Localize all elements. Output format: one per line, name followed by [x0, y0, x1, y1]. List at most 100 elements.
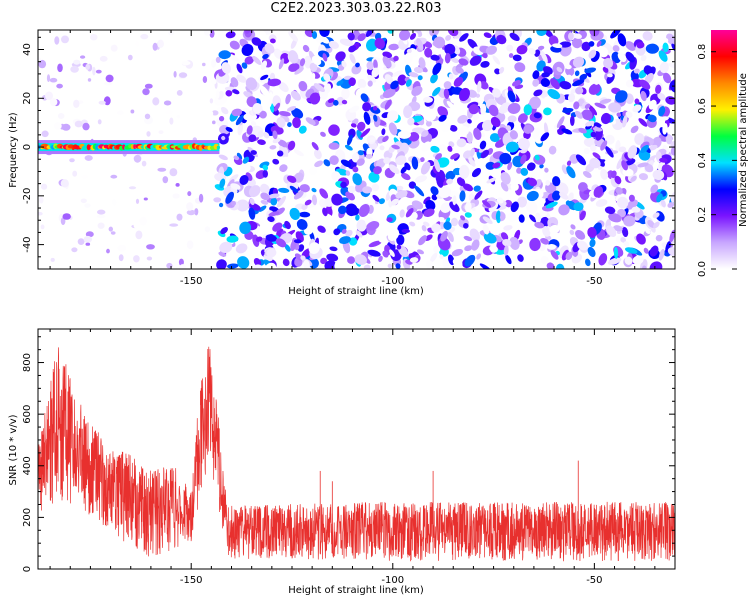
heatmap-blob [110, 44, 118, 52]
heatmap-blob [632, 104, 642, 113]
heatmap-blob [545, 201, 558, 209]
heatmap-blob [480, 149, 490, 159]
heatmap-blob [578, 127, 587, 134]
heatmap-blob [144, 83, 153, 89]
heatmap-blob [605, 146, 614, 158]
heatmap-blob [480, 103, 487, 116]
heatmap-blob [277, 150, 284, 157]
heatmap-blob [231, 200, 236, 206]
heatmap-blob [209, 30, 215, 38]
heatmap-blob [509, 236, 520, 250]
heatmap-blob [186, 209, 196, 216]
heatmap-blob [267, 78, 282, 87]
heatmap-blob [423, 96, 433, 103]
heatmap-blob [45, 91, 53, 101]
heatmap-blob [260, 60, 268, 70]
heatmap-blob [496, 34, 507, 45]
heatmap-blob [352, 166, 359, 173]
heatmap-blob [507, 115, 517, 123]
x-tick-label: -100 [381, 276, 404, 287]
heatmap-blob [299, 184, 310, 193]
heatmap-blob [304, 30, 314, 38]
heatmap-blob [236, 199, 249, 212]
heatmap-blob [301, 204, 308, 210]
heatmap-blob [225, 31, 236, 39]
heatmap-blob [517, 254, 524, 262]
heatmap-blob [257, 130, 264, 138]
heatmap-blob [575, 230, 586, 240]
x-tick-label: -100 [381, 575, 404, 586]
heatmap-blob [366, 74, 377, 83]
heatmap-blob [597, 46, 609, 58]
heatmap-blob [517, 196, 528, 208]
snr-x-axis-label: Height of straight line (km) [288, 585, 424, 596]
heatmap-blob [437, 106, 449, 117]
heatmap-blob [275, 238, 287, 248]
heatmap-blob [616, 112, 622, 117]
heatmap-blob [593, 186, 604, 198]
heatmap-blob [163, 100, 172, 106]
snr-x-ticks: -150 -100 -50 [49, 329, 676, 586]
heatmap-blob [99, 55, 108, 62]
heatmap-blob [633, 68, 640, 74]
heatmap-blob [270, 197, 278, 206]
heatmap-blob [625, 111, 633, 118]
heatmap-blob [179, 264, 187, 269]
x-tick-label: -50 [586, 575, 602, 586]
heatmap-blob [54, 36, 60, 45]
heatmap-blob [662, 123, 668, 135]
heatmap-blob [431, 194, 438, 201]
heatmap-blob [322, 53, 328, 62]
heatmap-blob [212, 120, 216, 125]
heatmap-blob [357, 150, 364, 156]
heatmap-blob [438, 114, 447, 122]
heatmap-blob [447, 231, 454, 243]
heatmap-blob [49, 98, 58, 107]
heatmap-blob [225, 191, 235, 204]
heatmap-blob [70, 65, 79, 73]
heatmap-blob [333, 228, 341, 236]
heatmap-y-ticks: -40 -20 0 20 40 [22, 36, 675, 258]
heatmap-blob [341, 87, 350, 100]
heatmap-blob [98, 100, 106, 105]
heatmap-blob [349, 105, 360, 113]
heatmap-blob [218, 154, 228, 161]
heatmap-blob [620, 237, 627, 243]
colorbar-tick-label: 0.0 [697, 261, 708, 277]
heatmap-blob [97, 119, 102, 125]
heatmap-blob [264, 262, 277, 269]
heatmap-blob [504, 199, 513, 208]
heatmap-blob [168, 30, 175, 36]
heatmap-blob [448, 141, 455, 148]
heatmap-blob [57, 113, 65, 119]
heatmap-blob [135, 40, 139, 47]
heatmap-blob [311, 187, 317, 193]
heatmap-blob [62, 213, 71, 220]
y-tick-label: 0 [22, 566, 33, 572]
heatmap-blob [365, 153, 373, 159]
snr-series [38, 346, 675, 562]
heatmap-blob [176, 213, 183, 221]
heatmap-blob [303, 259, 310, 269]
heatmap-blob [272, 158, 280, 165]
heatmap-blob [211, 59, 217, 68]
heatmap-blob [532, 70, 540, 80]
heatmap-blob [372, 194, 380, 202]
heatmap-blob [133, 154, 142, 163]
heatmap-blob [584, 103, 591, 109]
heatmap-blob [110, 231, 116, 235]
heatmap-blob [374, 37, 386, 50]
heatmap-blob [41, 183, 48, 190]
heatmap-blob [616, 196, 629, 209]
heatmap-blob [235, 243, 248, 254]
heatmap-blob [496, 197, 504, 204]
heatmap-blob [458, 58, 469, 66]
heatmap-blob [348, 45, 357, 53]
heatmap-blob [367, 249, 381, 257]
heatmap-blob [468, 104, 480, 115]
heatmap-blob [572, 56, 585, 68]
heatmap-blob [135, 230, 143, 240]
heatmap-blob [500, 232, 509, 241]
heatmap-blob [419, 157, 425, 163]
heatmap-blob [479, 263, 492, 269]
